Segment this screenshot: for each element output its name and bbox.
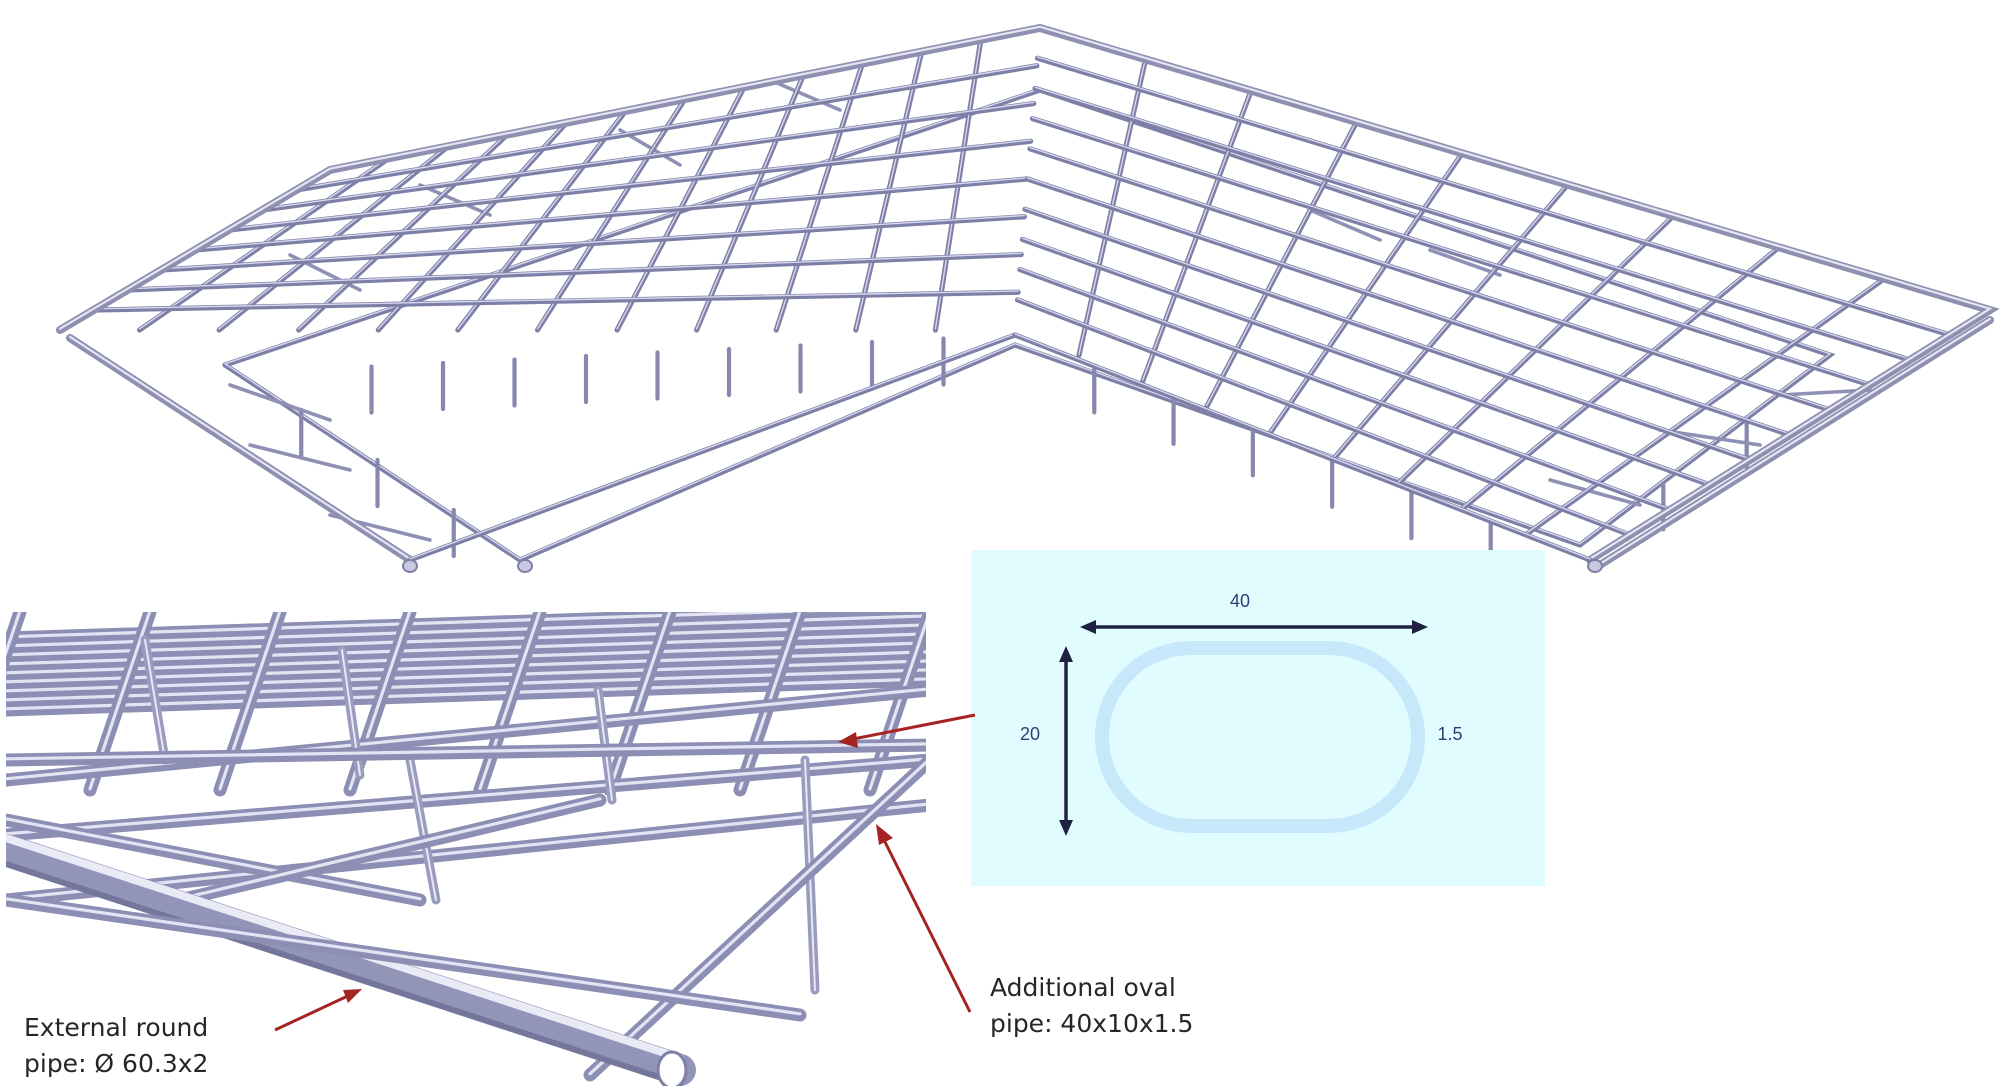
right-wing-top-rail-v-highlight	[1031, 116, 1871, 385]
detail-cross-rail-highlight	[608, 612, 672, 791]
diagonal-brace	[248, 443, 352, 472]
right-wing-top-rail-v-highlight	[1019, 267, 1671, 510]
left-wing-top-rail-v-highlight	[228, 139, 1032, 230]
left-wing-top-rail-v	[124, 251, 1024, 293]
section-panel	[971, 550, 1545, 886]
frame-detail-view	[6, 612, 926, 1086]
diagonal-brace	[768, 78, 842, 112]
height-dimension-label: 20	[1020, 724, 1040, 744]
right-wing-top-rail-v	[1032, 85, 1913, 363]
oval-pipe-arrow-bottom	[876, 824, 972, 1013]
detail-far-rail-highlight	[6, 614, 926, 648]
outer-near-left-pipe-highlight	[68, 335, 412, 560]
left-wing-top-rail-v	[226, 138, 1034, 233]
external-pipe-label-line1: External round	[24, 1013, 208, 1042]
outer-near-right-pipe-highlight	[1598, 317, 1992, 565]
diagonal-brace	[1308, 208, 1382, 242]
detail-cross-rail-highlight	[478, 612, 542, 791]
detail-oval-rail-highlight	[6, 742, 926, 761]
outer-perimeter-pipe-highlight	[58, 25, 1993, 560]
width-dimension-arrow	[1080, 620, 1428, 634]
left-wing-top-rail-v-highlight	[126, 252, 1022, 290]
diagonal-brace	[228, 383, 332, 422]
right-wing-top-rail-v	[1022, 206, 1753, 463]
detail-far-rail-highlight	[6, 641, 926, 675]
detail-mid-rail-3-highlight	[6, 802, 926, 901]
detail-front-right-rail-highlight	[588, 760, 926, 1076]
oval-pipe-label-line2: pipe: 40x10x1.5	[990, 1009, 1193, 1038]
width-dimension-label: 40	[1230, 591, 1250, 611]
right-wing-top-rail-v-highlight	[1034, 86, 1911, 360]
right-wing-top-rail-v-highlight	[1021, 237, 1711, 485]
external-pipe-arrow	[274, 989, 362, 1032]
detail-mid-rail-2-highlight	[6, 757, 926, 836]
detail-far-rail-highlight	[6, 632, 926, 666]
left-wing-top-rail-v-highlight	[160, 214, 1026, 270]
right-wing-top-rail-v-highlight	[1024, 207, 1751, 460]
detail-diagonal-2-highlight	[178, 797, 602, 901]
detail-external-pipe	[6, 834, 696, 1086]
right-wing-top-rail-v-highlight	[1016, 297, 1631, 535]
detail-lower-pipe-highlight	[6, 897, 802, 1016]
left-wing-top-rail-v	[293, 63, 1040, 193]
right-wing-top-rail-v	[1029, 115, 1873, 388]
inner-near-left-rail	[407, 332, 1018, 563]
right-wing-top-rail-v	[1034, 55, 1953, 338]
right-wing-top-rail-v	[1027, 146, 1833, 413]
right-wing-top-rail-v	[1017, 267, 1673, 513]
left-wing-top-rail-v-highlight	[194, 177, 1029, 250]
left-wing-top-rail-v	[259, 100, 1037, 213]
inner-near-left-rail-highlight	[409, 333, 1016, 560]
right-wing-top-rail-v-highlight	[1029, 146, 1831, 410]
pipe-end	[517, 559, 533, 573]
left-wing-top-rail-v-highlight	[261, 101, 1035, 210]
left-wing-top-rail-v	[192, 176, 1031, 253]
oval-profile	[1095, 641, 1425, 833]
callout-arrows	[274, 713, 976, 1032]
right-wing-top-rail-v	[1014, 297, 1633, 538]
right-wing-top-rail-v	[1024, 176, 1793, 438]
pipe-end	[402, 559, 418, 573]
oval-pipe-section-diagram: 40 20 1.5	[971, 550, 1545, 886]
oval-pipe-arrow-top	[838, 713, 976, 748]
left-wing-top-rail-v	[158, 214, 1027, 273]
left-wing-top-rail-v-highlight	[295, 63, 1038, 190]
detail-far-rail-highlight	[6, 623, 926, 657]
detail-diagonal-highlight	[6, 817, 422, 901]
right-wing-top-rail-v-highlight	[1036, 56, 1951, 335]
pipe-end	[1587, 559, 1603, 573]
oval-pipe-label-line1: Additional oval	[990, 973, 1176, 1002]
detail-far-rail-highlight	[6, 612, 820, 639]
inner-near-right-rail-highlight	[1014, 333, 1591, 560]
inner-near-right-rail	[1012, 332, 1593, 563]
frame-isometric-view	[56, 23, 2000, 573]
detail-cross-rail-highlight	[6, 612, 22, 658]
diagonal-brace	[1548, 478, 1642, 507]
diagonal-brace	[418, 183, 492, 217]
height-dimension-arrow	[1059, 646, 1073, 836]
detail-post-highlight	[409, 759, 437, 901]
detail-external-pipe-shadow	[6, 861, 683, 1086]
detail-pipe-end	[656, 1050, 688, 1086]
thickness-dimension-label: 1.5	[1437, 724, 1462, 744]
outer-perimeter-pipe	[56, 23, 2000, 564]
right-wing-top-rail-v-highlight	[1026, 177, 1791, 435]
left-wing-top-rail-v-highlight	[93, 290, 1019, 310]
right-wing-top-rail-v	[1019, 236, 1713, 488]
detail-far-rail-highlight	[6, 650, 926, 684]
left-wing-top-rail-v	[91, 289, 1021, 313]
external-pipe-label-line2: pipe: Ø 60.3x2	[24, 1049, 208, 1078]
detail-post-highlight	[144, 639, 166, 761]
diagonal-brace	[1428, 248, 1502, 277]
